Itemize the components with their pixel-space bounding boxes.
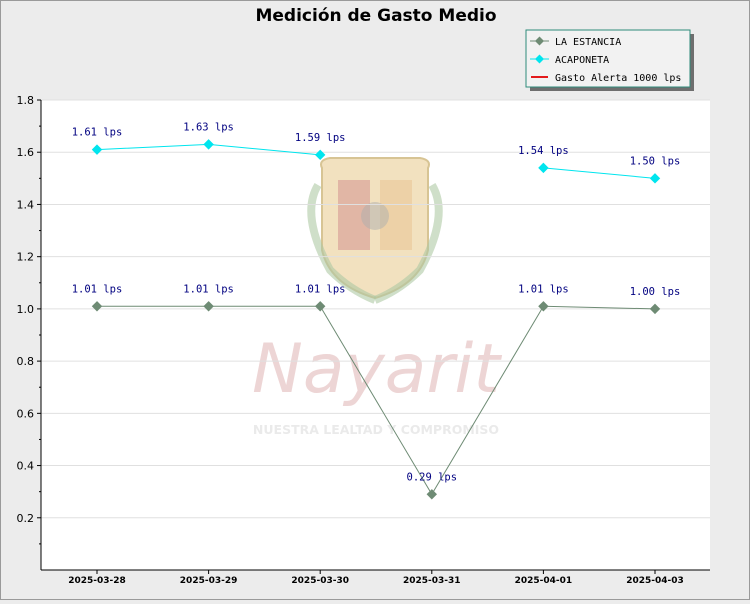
data-point [649, 173, 661, 184]
axes: 0.2 0.4 0.6 0.8 1.0 1.2 1.4 1.6 1.8 2025-03-28 202… [17, 94, 710, 586]
data-label: 1.59 lps [295, 132, 346, 144]
legend-label: LA ESTANCIA [555, 37, 621, 48]
y-tick-label: 1.6 [17, 146, 35, 159]
series-line-0 [97, 305, 656, 496]
x-tick-label: 2025-03-29 [180, 576, 238, 586]
y-tick-label: 1.0 [17, 303, 35, 316]
legend-marker [535, 54, 544, 64]
y-tick-label: 1.8 [17, 94, 35, 107]
watermark-logo-text: Nayarit [252, 330, 502, 409]
data-label: 1.00 lps [630, 286, 681, 298]
x-tick-label: 2025-04-01 [515, 576, 573, 586]
y-tick-label: 0.6 [17, 407, 35, 420]
legend: LA ESTANCIA ACAPONETA Gasto Alerta 1000 lp… [525, 29, 694, 91]
data-point [426, 489, 438, 500]
legend-box [525, 29, 691, 88]
chart-title: Medición de Gasto Medio [255, 6, 496, 26]
y-tick-label: 1.2 [17, 251, 35, 264]
data-point [91, 144, 103, 155]
watermark-subtext: NUESTRA LEALTAD Y COMPROMISO [253, 422, 499, 437]
data-label: 1.01 lps [183, 283, 234, 295]
grid-lines [41, 99, 710, 519]
y-tick-label: 0.2 [17, 512, 35, 525]
data-point [538, 162, 549, 174]
legend-label: Gasto Alerta 1000 lps [555, 73, 681, 84]
y-tick-label: 1.4 [17, 198, 35, 211]
x-tick-label: 2025-04-03 [626, 576, 684, 586]
data-point [203, 301, 214, 312]
data-label: 1.50 lps [630, 155, 681, 167]
data-label: 1.01 lps [295, 283, 346, 295]
x-tick-label: 2025-03-31 [403, 576, 461, 586]
data-point [538, 301, 549, 312]
x-tick-label: 2025-03-28 [68, 576, 126, 586]
data-label: 1.61 lps [72, 127, 123, 139]
series-layer [91, 139, 661, 500]
data-label: 1.01 lps [518, 283, 569, 295]
data-label: 1.01 lps [72, 283, 123, 295]
nayarit-watermark: Nayarit NUESTRA LEALTAD Y COMPROMISO [252, 157, 502, 437]
data-point [314, 301, 326, 312]
data-label: 1.63 lps [183, 121, 234, 133]
data-label: 1.54 lps [518, 145, 569, 157]
data-point [314, 149, 326, 161]
legend-marker [535, 36, 544, 46]
coat-of-arms-emblem [307, 157, 443, 304]
data-point [649, 303, 661, 315]
data-labels: 1.01 lps 1.01 lps 1.01 lps 0.29 lps 1.01 lps… [72, 121, 681, 483]
y-tick-label: 0.4 [17, 460, 35, 473]
y-tick-label: 0.8 [17, 355, 35, 368]
x-tick-label: 2025-03-30 [291, 576, 349, 586]
series-line-1 [543, 167, 656, 179]
data-label: 0.29 lps [407, 471, 458, 483]
data-point [91, 301, 103, 312]
data-point [203, 139, 214, 150]
legend-label: ACAPONETA [555, 55, 609, 66]
